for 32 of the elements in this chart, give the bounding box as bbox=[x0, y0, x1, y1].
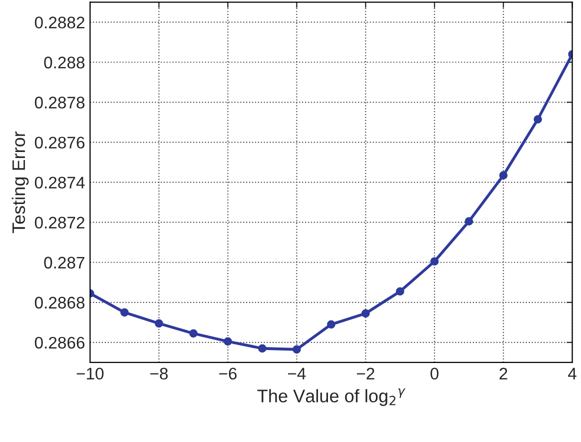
y-tick-label: 0.2866 bbox=[34, 336, 84, 349]
y-axis-title: Testing Error bbox=[12, 131, 29, 234]
x-axis-title: The Value of log$_{2}$$^{γ}$ bbox=[257, 388, 406, 406]
x-tick-label: 4 bbox=[568, 368, 576, 380]
point bbox=[292, 345, 301, 354]
point bbox=[154, 319, 164, 328]
point bbox=[327, 320, 336, 329]
y-tick-label: 0.2872 bbox=[34, 216, 84, 229]
x-tick-label: −6 bbox=[219, 368, 237, 380]
point bbox=[430, 257, 439, 266]
y-tick-label: 0.287 bbox=[44, 256, 84, 269]
y-tick-label: 0.2874 bbox=[34, 176, 85, 189]
y-tick-label: 0.288 bbox=[44, 56, 84, 68]
point bbox=[534, 115, 542, 124]
point bbox=[499, 171, 508, 180]
point bbox=[258, 344, 266, 353]
x-tick-label: 0 bbox=[430, 368, 438, 380]
point bbox=[396, 287, 404, 296]
y-tick-label: 0.2878 bbox=[34, 96, 84, 108]
point bbox=[189, 329, 198, 338]
x-tick-label: −8 bbox=[150, 368, 168, 380]
x-tick-label: 2 bbox=[500, 368, 508, 380]
x-tick-label: −2 bbox=[356, 368, 374, 380]
point bbox=[464, 217, 474, 226]
point bbox=[361, 309, 370, 318]
y-tick-label: 0.2868 bbox=[34, 296, 84, 309]
x-tick-label: −10 bbox=[76, 368, 104, 380]
x-tick-label: −4 bbox=[288, 368, 306, 380]
point bbox=[120, 308, 129, 317]
y-tick-label: 0.2876 bbox=[34, 136, 84, 149]
point bbox=[224, 337, 232, 346]
y-tick-label: 0.2882 bbox=[34, 16, 84, 28]
